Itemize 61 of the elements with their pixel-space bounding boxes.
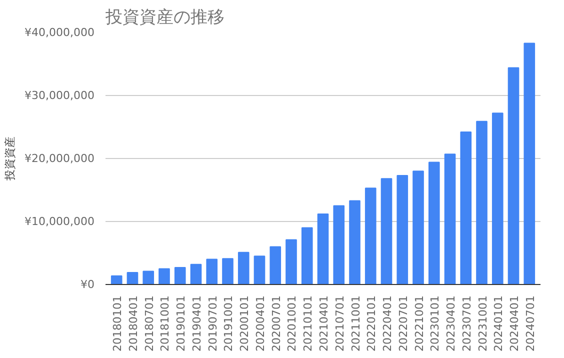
bar <box>492 112 504 284</box>
bar <box>158 268 170 284</box>
x-tick-label: 20240101 <box>492 295 506 352</box>
y-tick-label: ¥10,000,000 <box>24 215 95 228</box>
bar <box>222 258 234 284</box>
y-axis-title: 投資資産 <box>4 136 17 182</box>
x-tick-label: 20180401 <box>126 295 140 352</box>
x-tick-label: 20210401 <box>318 295 330 352</box>
bar <box>333 205 345 284</box>
x-tick-label: 20200401 <box>254 295 267 352</box>
bar <box>301 227 313 284</box>
y-tick-label: ¥20,000,000 <box>24 152 95 165</box>
bar <box>396 175 408 284</box>
y-tick-label: ¥0 <box>80 278 95 291</box>
x-tick-label: 20240401 <box>508 295 522 352</box>
x-tick-label: 20230701 <box>460 295 474 352</box>
bar <box>254 256 266 284</box>
x-tick-label: 20220401 <box>381 295 394 352</box>
bar <box>412 170 424 284</box>
y-tick-label: ¥40,000,000 <box>24 26 95 39</box>
bar <box>317 213 329 284</box>
x-tick-label: 20230401 <box>444 295 458 352</box>
x-tick-label: 20210101 <box>302 295 315 352</box>
x-tick-label: 20190101 <box>174 295 188 352</box>
y-tick-label: ¥30,000,000 <box>24 89 95 102</box>
bar <box>142 270 154 284</box>
x-tick-label: 20200701 <box>270 295 283 352</box>
bar <box>126 272 138 284</box>
bar <box>206 258 218 284</box>
x-tick-label: 20200101 <box>238 295 252 352</box>
x-tick-label: 20190701 <box>206 295 220 352</box>
bar <box>380 178 392 284</box>
x-tick-label: 20221001 <box>412 295 426 352</box>
x-tick-label: 20220701 <box>396 295 410 352</box>
x-tick-label: 20201001 <box>286 295 299 352</box>
x-tick-label: 20180101 <box>111 295 124 352</box>
bar <box>110 275 122 284</box>
bar <box>190 264 202 284</box>
bar <box>270 246 282 284</box>
bar <box>174 266 186 284</box>
chart-title: 投資資産の推移 <box>104 8 224 28</box>
bar <box>349 200 360 284</box>
x-tick-label: 20191001 <box>222 295 236 352</box>
bar <box>428 162 440 284</box>
x-tick-label: 20231001 <box>476 295 490 352</box>
bar <box>364 188 376 284</box>
bar <box>476 120 488 284</box>
bar <box>286 239 297 284</box>
x-tick-label: 20190401 <box>190 295 204 352</box>
x-tick-label: 20240701 <box>524 295 537 352</box>
x-tick-label: 20230101 <box>428 295 442 352</box>
x-tick-label: 20210701 <box>333 295 346 352</box>
bar <box>444 154 456 284</box>
x-tick-label: 20211001 <box>349 295 362 352</box>
bar <box>508 67 520 284</box>
x-tick-label: 20220101 <box>365 295 378 352</box>
bar <box>524 42 536 284</box>
bar <box>460 132 472 284</box>
x-tick-label: 20181001 <box>158 295 172 352</box>
bar <box>238 252 250 284</box>
x-tick-label: 20180701 <box>142 295 156 352</box>
